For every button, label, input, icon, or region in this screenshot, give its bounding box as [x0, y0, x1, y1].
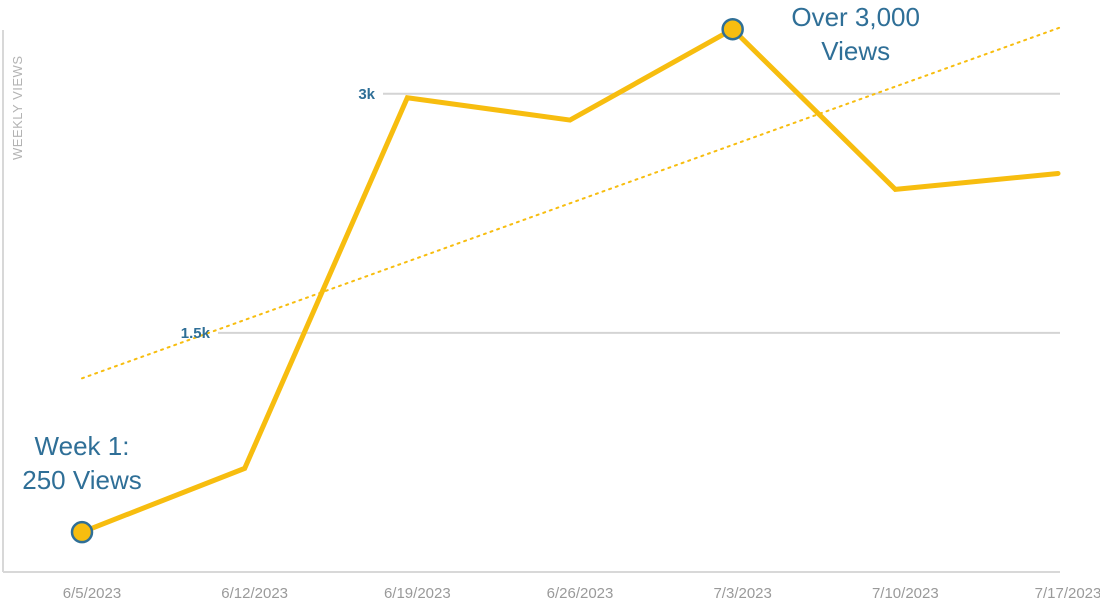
axis-layer: WEEKLY VIEWS	[2, 30, 1060, 573]
annotation-label: 250 Views	[22, 465, 142, 495]
y-tick-label: 1.5k	[181, 325, 211, 342]
x-tick-label: 7/17/2023	[1035, 585, 1100, 602]
trend-line	[81, 25, 1063, 380]
annotation-label: Over 3,000	[791, 2, 920, 32]
x-tick-label: 6/5/2023	[63, 585, 121, 602]
highlight-marker	[721, 17, 744, 41]
grid-layer	[218, 92, 1060, 334]
x-tick-label: 7/10/2023	[872, 585, 939, 602]
marker-layer	[70, 17, 744, 544]
y-axis-title: WEEKLY VIEWS	[10, 56, 25, 161]
series-layer	[79, 26, 1061, 535]
x-tick-label: 6/26/2023	[547, 585, 614, 602]
annotation-label: Week 1:	[35, 431, 130, 461]
y-tick-label: 3k	[358, 86, 375, 103]
label-layer: 1.5k 3k 6/5/2023 6/12/2023 6/19/2023 6/26/202…	[22, 2, 1100, 602]
annotation-label: Views	[821, 36, 890, 66]
x-tick-label: 7/3/2023	[713, 585, 771, 602]
trend-layer	[81, 25, 1063, 380]
highlight-marker	[70, 520, 94, 544]
x-tick-label: 6/19/2023	[384, 585, 451, 602]
series-line	[79, 26, 1061, 535]
x-tick-label: 6/12/2023	[221, 585, 288, 602]
